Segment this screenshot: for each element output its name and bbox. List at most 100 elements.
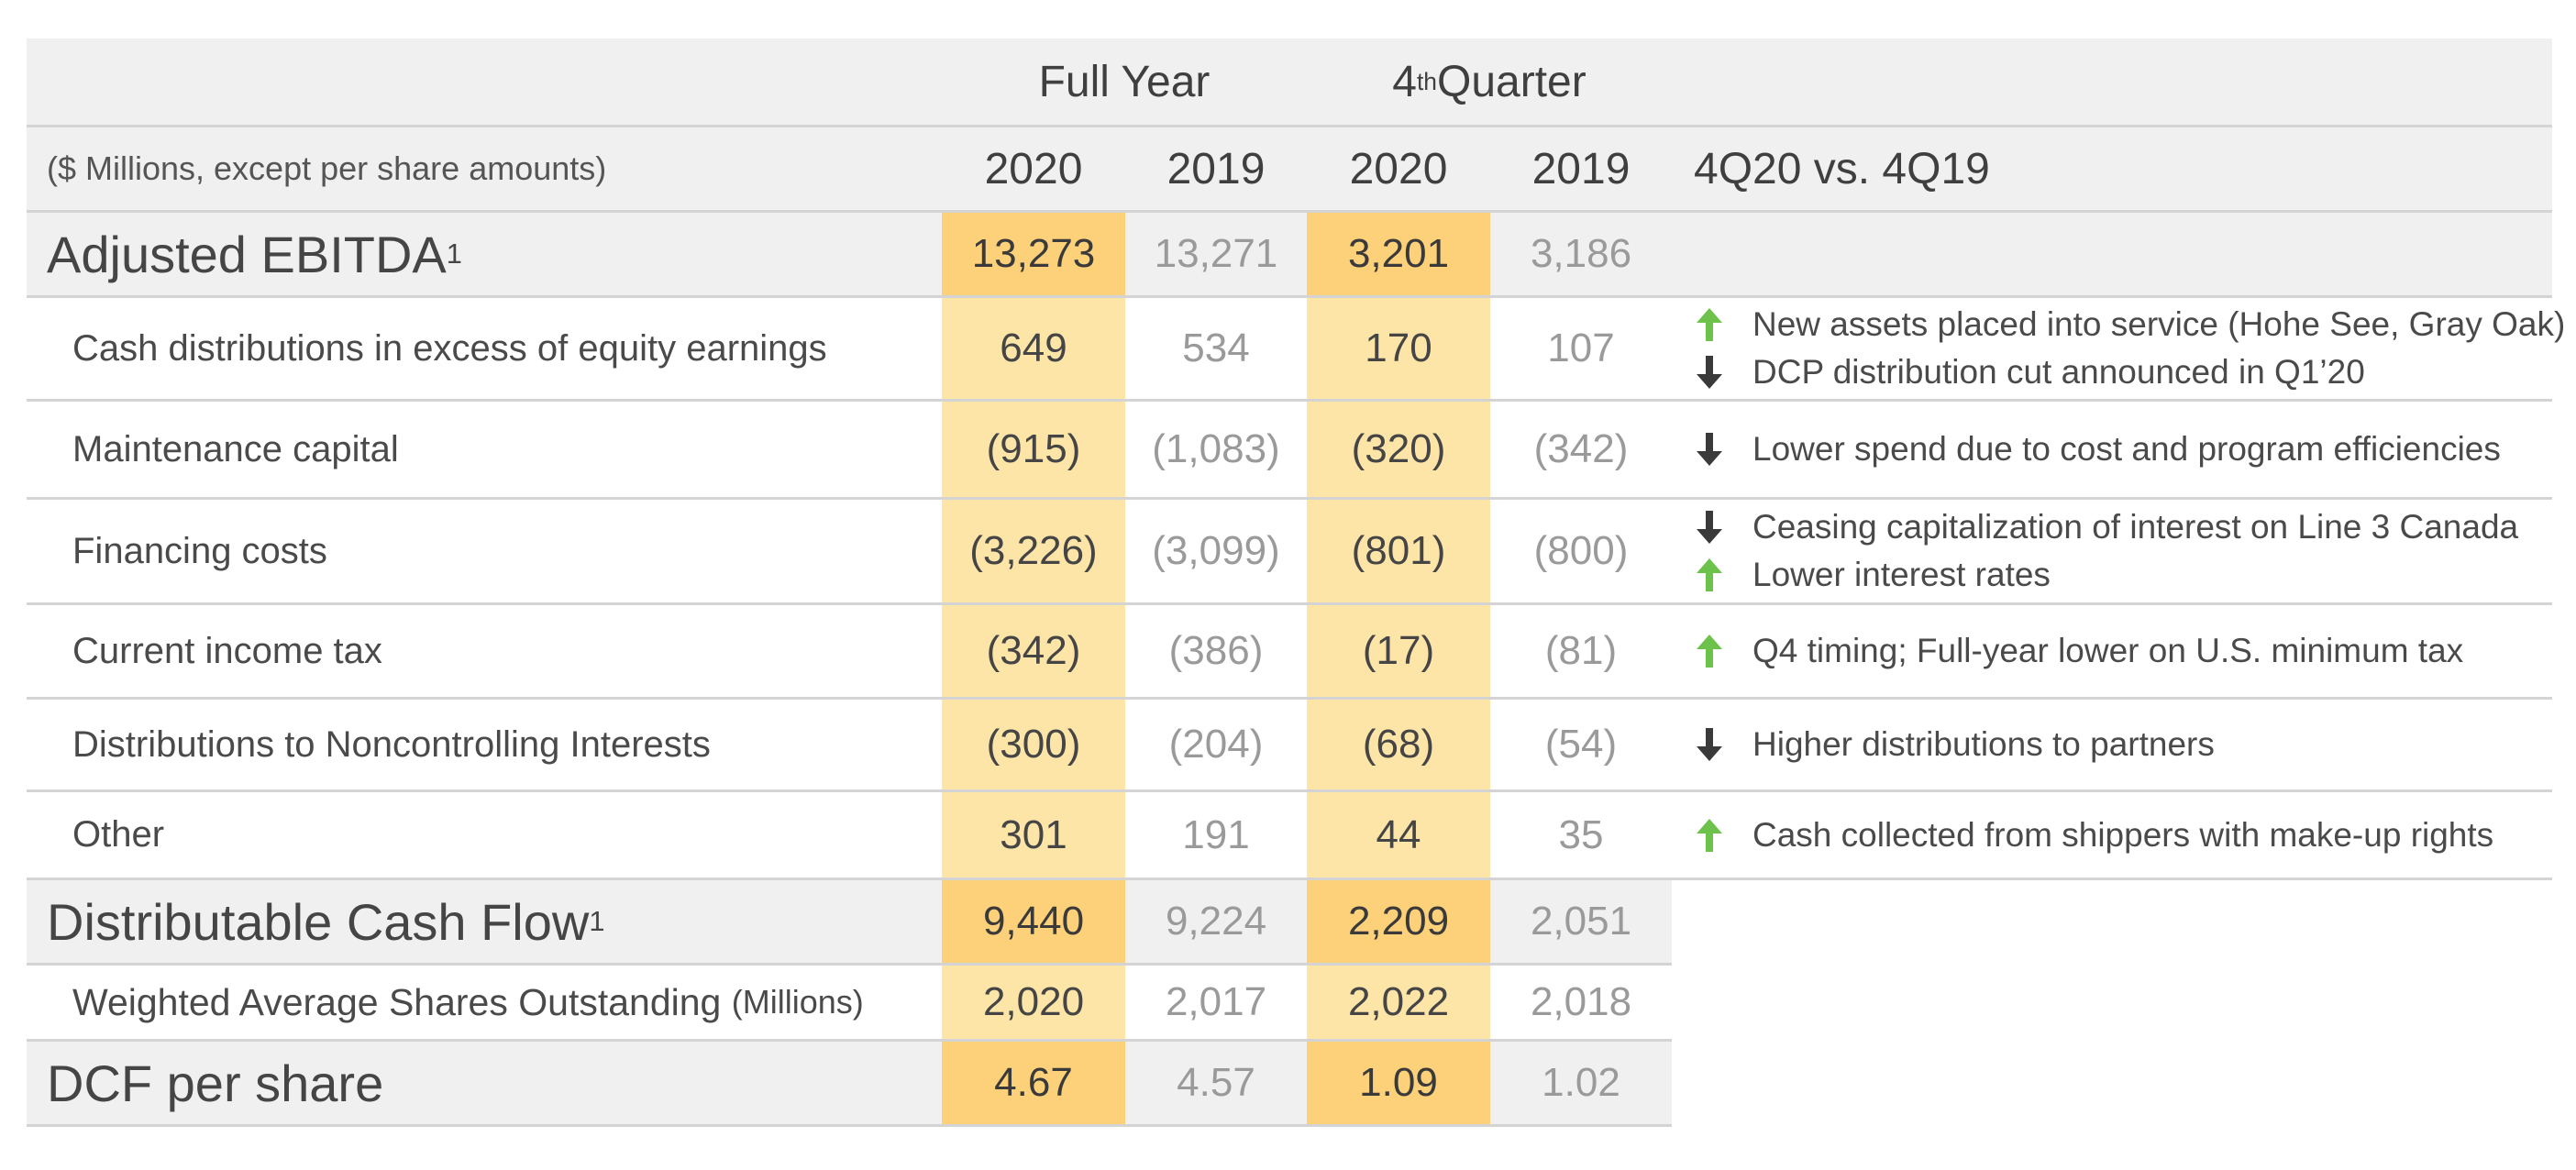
comment-text: Higher distributions to partners [1752,725,2215,763]
row-label: Maintenance capital [72,428,399,469]
value-fy2019: 534 [1182,326,1250,370]
value-fy2020: (300) [942,700,1125,789]
value-fy2020: (342) [942,605,1125,697]
shares-q2020: 2,022 [1307,966,1490,1039]
value-fy2020: (3,226) [942,500,1125,602]
adjustment-row: Distributions to Noncontrolling Interest… [27,700,2552,789]
comment-item: DCP distribution cut announced in Q1’20 [1694,353,2565,392]
ebitda-row: Adjusted EBITDA 1 13,273 13,271 3,201 3,1… [27,213,2552,295]
adjustment-row: Other 301 191 44 35 Cash collected from shipp… [27,792,2552,878]
ebitda-label-text: Adjusted EBITDA [47,225,447,283]
value-q2019: (800) [1533,528,1629,573]
value-fy2019: (204) [1168,722,1264,767]
comment-text: DCP distribution cut announced in Q1’20 [1752,353,2365,391]
comment-text: Q4 timing; Full-year lower on U.S. minim… [1752,632,2464,669]
arrow-up-icon [1694,306,1725,343]
comment-text: Lower spend due to cost and program effi… [1752,430,2501,468]
value-fy2020: 301 [942,792,1125,878]
value-q2020: 44 [1307,792,1490,878]
comment-item: Q4 timing; Full-year lower on U.S. minim… [1694,632,2463,670]
comment-item: Ceasing capitalization of interest on Li… [1694,508,2518,546]
header-full-year: Full Year [1038,57,1211,106]
dps-q2020: 1.09 [1307,1042,1490,1124]
dcf-row: Distributable Cash Flow 1 9,440 9,224 2,2… [27,880,2552,963]
arrow-down-icon [1694,726,1725,763]
row-label: Cash distributions in excess of equity e… [72,327,827,369]
shares-fy2020: 2,020 [942,966,1125,1039]
comment-list: Lower spend due to cost and program effi… [1694,402,2501,497]
row-label: Financing costs [72,530,327,571]
dcf-label: Distributable Cash Flow 1 [47,892,605,951]
column-header-row: ($ Millions, except per share amounts) 2… [27,127,2552,210]
row-label: Other [72,814,165,855]
ebitda-q2019: 3,186 [1530,231,1632,276]
comment-item: New assets placed into service (Hohe See… [1694,305,2565,344]
value-q2019: (81) [1544,628,1618,673]
ebitda-fy2019: 13,271 [1154,231,1278,276]
comment-item: Cash collected from shippers with make-u… [1694,816,2493,855]
value-q2019: (54) [1544,722,1618,767]
comment-list: New assets placed into service (Hohe See… [1694,298,2565,399]
shares-label-text: Weighted Average Shares Outstanding [72,980,722,1023]
comment-item: Higher distributions to partners [1694,725,2215,764]
comment-list: Ceasing capitalization of interest on Li… [1694,500,2518,602]
dcf-per-share-row: DCF per share 4.67 4.57 1.09 1.02 [27,1042,2552,1124]
value-q2019: 107 [1547,326,1615,370]
shares-unit: (Millions) [731,983,864,1021]
value-fy2019: (386) [1168,628,1264,673]
dps-fy2019: 4.57 [1125,1042,1307,1124]
shares-row: Weighted Average Shares Outstanding (Mil… [27,966,2552,1039]
ebitda-q2020: 3,201 [1307,213,1490,295]
value-q2020: 170 [1307,298,1490,399]
dcf-label-text: Distributable Cash Flow [47,892,590,951]
col-fy2020: 2020 [984,144,1083,193]
shares-label: Weighted Average Shares Outstanding (Mil… [72,966,864,1039]
comment-list: Higher distributions to partners [1694,700,2215,789]
comment-text: Ceasing capitalization of interest on Li… [1752,508,2519,546]
value-q2020: (68) [1307,700,1490,789]
comment-list: Cash collected from shippers with make-u… [1694,792,2493,878]
value-fy2020: 649 [942,298,1125,399]
shares-fy2019: 2,017 [1165,979,1267,1024]
quarter-word: Quarter [1436,57,1587,106]
dcf-q2019: 2,051 [1490,880,1672,963]
col-q2020: 2020 [1349,144,1448,193]
arrow-up-icon [1694,633,1725,669]
adjustment-row: Cash distributions in excess of equity e… [27,298,2565,399]
value-fy2019: (3,099) [1152,528,1280,573]
arrow-down-icon [1694,509,1725,546]
shares-q2019: 2,018 [1530,979,1632,1024]
value-q2019: 35 [1558,811,1604,857]
dcf-per-share-label: DCF per share [47,1054,384,1112]
col-q2019: 2019 [1531,144,1631,193]
dcf-fy2020: 9,440 [942,880,1125,963]
ebitda-fy2020: 13,273 [942,213,1125,295]
dcf-fy2019: 9,224 [1125,880,1307,963]
comment-text: Cash collected from shippers with make-u… [1752,815,2494,854]
col-fy2019: 2019 [1166,144,1266,193]
arrow-up-icon [1694,817,1725,854]
value-fy2020: (915) [942,402,1125,497]
dps-fy2020: 4.67 [942,1042,1125,1124]
dcf-q2020: 2,209 [1307,880,1490,963]
comment-text: Lower interest rates [1752,556,2051,593]
adjustment-row: Current income tax (342) (386) (17) (81) Q4 t… [27,605,2552,697]
adjustment-row: Financing costs (3,226) (3,099) (801) (800) C… [27,500,2552,602]
row-label: Distributions to Noncontrolling Interest… [72,723,711,765]
value-fy2019: (1,083) [1152,426,1280,471]
value-q2020: (320) [1307,402,1490,497]
row-label: Current income tax [72,630,382,671]
value-q2020: (17) [1307,605,1490,697]
arrow-down-icon [1694,431,1725,468]
col-comment: 4Q20 vs. 4Q19 [1694,144,1990,193]
units-label: ($ Millions, except per share amounts) [47,149,607,187]
quarter-number: 4 [1392,57,1417,106]
value-q2020: (801) [1307,500,1490,602]
comment-item: Lower spend due to cost and program effi… [1694,430,2501,469]
arrow-up-icon [1694,557,1725,593]
adjustment-row: Maintenance capital (915) (1,083) (320) (342… [27,402,2552,497]
ebitda-label: Adjusted EBITDA 1 [47,225,462,283]
arrow-down-icon [1694,354,1725,391]
